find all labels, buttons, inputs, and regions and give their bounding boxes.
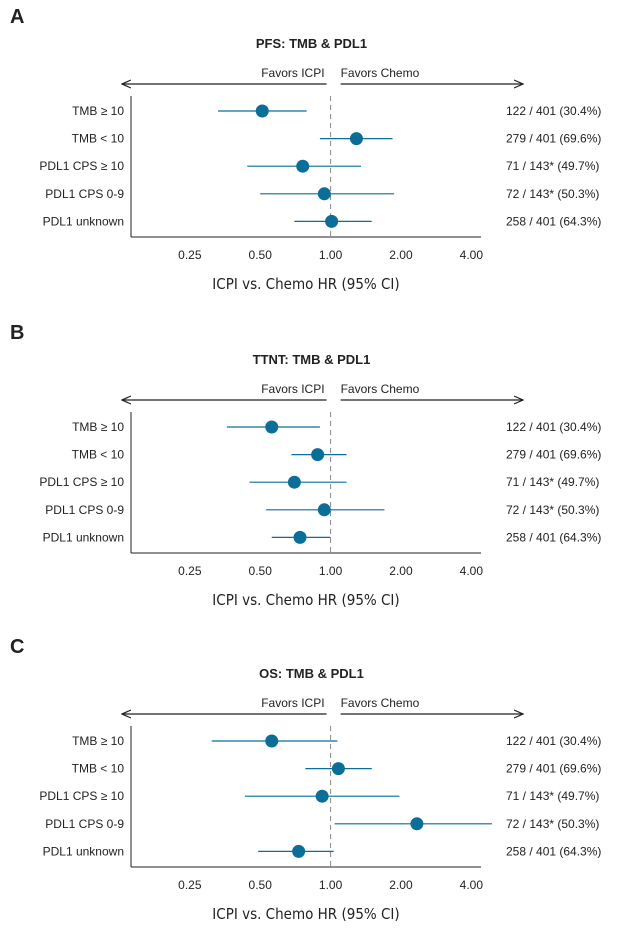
x-tick-label: 0.50	[249, 248, 273, 262]
n-label: 279 / 401 (69.6%)	[506, 448, 601, 462]
favors-icpi-label: Favors ICPI	[261, 66, 324, 80]
row-label: TMB < 10	[72, 762, 125, 776]
x-tick-label: 1.00	[319, 878, 343, 892]
x-tick-label: 4.00	[460, 248, 484, 262]
row-label: PDL1 CPS ≥ 10	[39, 159, 124, 173]
hr-point	[292, 844, 306, 858]
x-tick-label: 0.50	[249, 564, 273, 578]
favors-icpi-label: Favors ICPI	[261, 696, 324, 710]
row-label: PDL1 unknown	[43, 214, 124, 228]
favors-chemo-label: Favors Chemo	[341, 66, 420, 80]
chart-title: TTNT: TMB & PDL1	[252, 352, 371, 367]
row-label: PDL1 unknown	[43, 530, 124, 544]
n-label: 258 / 401 (64.3%)	[506, 844, 601, 858]
row-label: TMB ≥ 10	[72, 104, 124, 118]
x-tick-label: 2.00	[389, 564, 413, 578]
hr-point	[317, 503, 331, 517]
hr-point	[315, 789, 329, 803]
x-axis-label: ICPI vs. Chemo HR (95% CI)	[212, 905, 399, 923]
hr-point	[265, 420, 279, 434]
forest-plot: Favors ICPI Favors Chemo 0.25 0.50 1.00 2.00 4…	[39, 66, 601, 293]
hr-point	[331, 762, 345, 776]
x-tick-label: 0.25	[178, 878, 202, 892]
panel-b: B TTNT: TMB & PDL1 Favors ICPI Favors Che…	[0, 316, 623, 628]
row-label: PDL1 CPS 0-9	[45, 817, 124, 831]
hr-point	[311, 448, 325, 462]
x-tick-label: 2.00	[389, 878, 413, 892]
n-label: 258 / 401 (64.3%)	[506, 214, 601, 228]
favors-chemo-label: Favors Chemo	[341, 382, 420, 396]
hr-point	[255, 104, 269, 118]
x-tick-label: 1.00	[319, 248, 343, 262]
favors-chemo-label: Favors Chemo	[341, 696, 420, 710]
n-label: 72 / 143* (50.3%)	[506, 503, 599, 517]
n-label: 72 / 143* (50.3%)	[506, 187, 599, 201]
row-label: TMB ≥ 10	[72, 734, 124, 748]
hr-point	[317, 187, 331, 201]
row-label: PDL1 CPS 0-9	[45, 187, 124, 201]
n-label: 279 / 401 (69.6%)	[506, 132, 601, 146]
x-tick-label: 0.25	[178, 248, 202, 262]
panel-a: A PFS: TMB & PDL1 Favors ICPI Favors Chem…	[0, 0, 623, 312]
hr-point	[265, 734, 279, 748]
n-label: 122 / 401 (30.4%)	[506, 420, 601, 434]
forest-plot: Favors ICPI Favors Chemo 0.25 0.50 1.00 2.00 4…	[39, 696, 601, 923]
row-label: PDL1 CPS ≥ 10	[39, 475, 124, 489]
x-axis-label: ICPI vs. Chemo HR (95% CI)	[212, 591, 399, 609]
row-label: PDL1 CPS ≥ 10	[39, 789, 124, 803]
row-label: PDL1 CPS 0-9	[45, 503, 124, 517]
favors-icpi-label: Favors ICPI	[261, 382, 324, 396]
row-label: TMB < 10	[72, 132, 125, 146]
n-label: 258 / 401 (64.3%)	[506, 530, 601, 544]
panel-c: C OS: TMB & PDL1 Favors ICPI Favors Chemo…	[0, 630, 623, 942]
hr-point	[293, 530, 307, 544]
chart-title: PFS: TMB & PDL1	[255, 36, 368, 51]
hr-point	[325, 214, 339, 228]
x-tick-label: 4.00	[460, 878, 484, 892]
x-tick-label: 1.00	[319, 564, 343, 578]
n-label: 71 / 143* (49.7%)	[506, 475, 599, 489]
row-label: TMB ≥ 10	[72, 420, 124, 434]
panel-letter: C	[10, 636, 25, 658]
x-tick-label: 0.50	[249, 878, 273, 892]
panel-letter: B	[10, 322, 25, 344]
x-tick-label: 0.25	[178, 564, 202, 578]
x-axis-label: ICPI vs. Chemo HR (95% CI)	[212, 275, 399, 293]
n-label: 279 / 401 (69.6%)	[506, 762, 601, 776]
chart-title: OS: TMB & PDL1	[259, 666, 364, 681]
forest-plot: Favors ICPI Favors Chemo 0.25 0.50 1.00 2.00 4…	[39, 382, 601, 609]
row-label: TMB < 10	[72, 448, 125, 462]
n-label: 122 / 401 (30.4%)	[506, 104, 601, 118]
n-label: 72 / 143* (50.3%)	[506, 817, 599, 831]
hr-point	[287, 475, 301, 489]
hr-point	[296, 159, 310, 173]
panel-letter: A	[10, 6, 25, 28]
n-label: 71 / 143* (49.7%)	[506, 789, 599, 803]
x-tick-label: 4.00	[460, 564, 484, 578]
hr-point	[349, 132, 363, 146]
n-label: 71 / 143* (49.7%)	[506, 159, 599, 173]
n-label: 122 / 401 (30.4%)	[506, 734, 601, 748]
hr-point	[410, 817, 424, 831]
row-label: PDL1 unknown	[43, 844, 124, 858]
x-tick-label: 2.00	[389, 248, 413, 262]
